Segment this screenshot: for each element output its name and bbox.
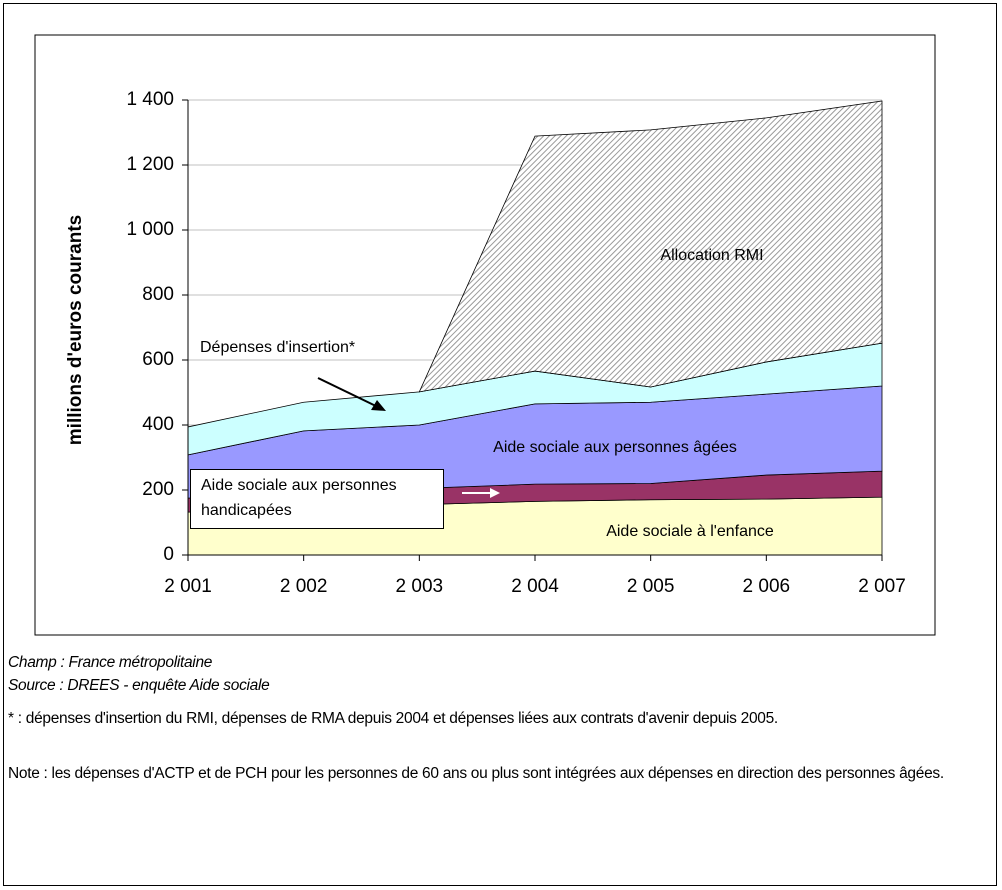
x-tick-label: 2 001 <box>164 576 212 597</box>
y-tick-label: 200 <box>142 479 174 500</box>
arrow-head <box>371 400 386 411</box>
y-tick-label: 1 400 <box>126 89 174 110</box>
x-tick-label: 2 002 <box>280 576 328 597</box>
champ: Champ : France métropolitaine <box>8 654 213 671</box>
x-tick-label: 2 004 <box>511 576 559 597</box>
y-tick-label: 400 <box>142 414 174 435</box>
y-tick-label: 600 <box>142 349 174 370</box>
footnote: * : dépenses d'insertion du RMI, dépense… <box>8 710 778 727</box>
series-label: Aide sociale à l'enfance <box>606 523 774 540</box>
series-label: Allocation RMI <box>660 247 763 264</box>
y-tick-label: 800 <box>142 284 174 305</box>
series-label: Aide sociale aux personnes âgées <box>493 439 737 456</box>
x-tick-label: 2 005 <box>627 576 675 597</box>
plot-frame <box>34 34 936 636</box>
series-label: Dépenses d'insertion* <box>200 339 355 356</box>
x-tick-label: 2 003 <box>396 576 444 597</box>
arrow <box>317 377 381 409</box>
chart: millions d'euros courants 0 200 400 600 800 1… <box>34 34 936 636</box>
area <box>418 100 883 393</box>
frame <box>3 3 997 886</box>
y-tick-label: 1 000 <box>126 219 174 240</box>
source: Source : DREES - enquête Aide sociale <box>8 677 270 694</box>
x-tick-label: 2 006 <box>743 576 791 597</box>
note: Note : les dépenses d'ACTP et de PCH pou… <box>8 765 944 782</box>
y-tick-label: 1 200 <box>126 154 174 175</box>
handicap-label: Aide sociale aux personnes handicapées <box>190 469 444 529</box>
y-axis-title: millions d'euros courants <box>65 215 86 445</box>
arrow-head <box>490 488 500 498</box>
y-tick-label: 0 <box>163 544 174 565</box>
x-tick-label: 2 007 <box>858 576 906 597</box>
